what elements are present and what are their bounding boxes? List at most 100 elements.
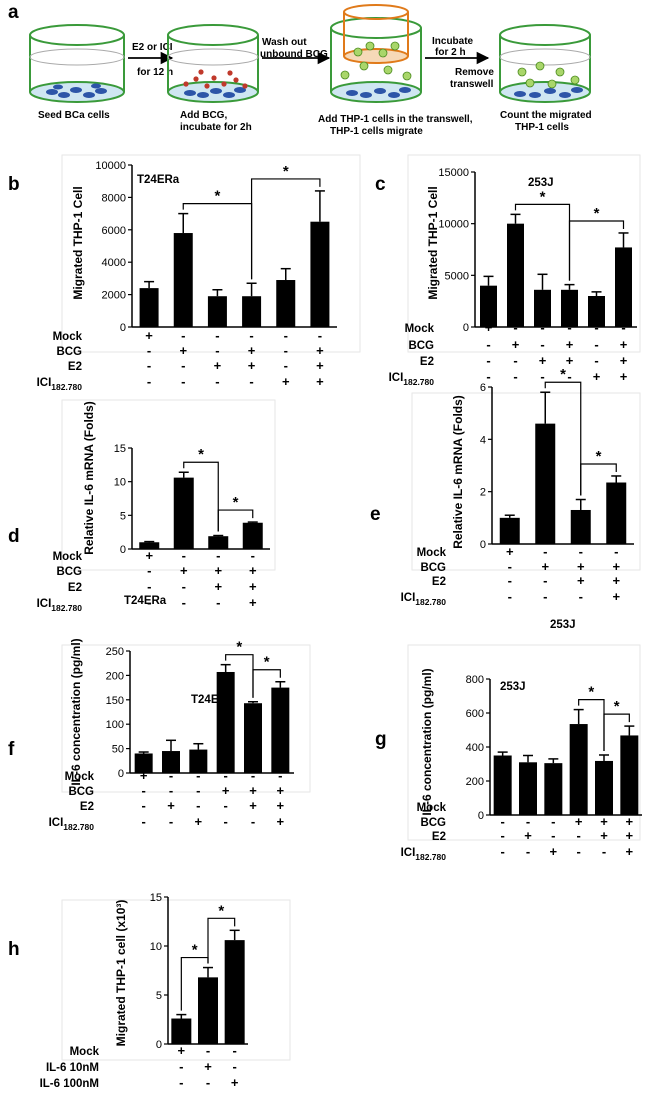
row-label: BCG (420, 562, 446, 574)
sign-mark: - (182, 579, 186, 594)
chart-title: T24ERa (124, 595, 167, 607)
sign-mark: + (612, 573, 620, 588)
sig-star: * (236, 639, 242, 656)
panel-frame (407, 154, 641, 353)
y-axis-label: Migrated THP-1 Cell (426, 186, 440, 299)
y-axis-label: Migrated THP-1 cell (x10³) (114, 900, 128, 1047)
sign-mark: + (626, 814, 634, 829)
sig-bracket (250, 178, 321, 280)
sign-mark: + (140, 768, 148, 783)
chart-title: T24ERa (137, 174, 180, 186)
row-label: ICI182.780 (389, 372, 435, 387)
bar (595, 760, 613, 815)
bar (139, 288, 159, 327)
y-tick-label: 6000 (102, 225, 126, 237)
sign-mark: - (196, 783, 200, 798)
sign-mark: - (526, 799, 530, 814)
sign-mark: - (594, 320, 598, 335)
sign-mark: + (566, 353, 574, 368)
sign-mark: - (551, 814, 555, 829)
sign-mark: + (577, 559, 585, 574)
sign-mark: + (180, 563, 188, 578)
sign-mark: - (251, 768, 255, 783)
sign-mark: + (512, 337, 520, 352)
sign-mark: - (318, 328, 322, 343)
panel-label-g: g (375, 729, 387, 750)
sig-star: * (233, 494, 239, 511)
y-axis-label: Migrated THP-1 Cell (71, 186, 85, 299)
sign-mark: + (249, 798, 257, 813)
row-label: Mock (405, 323, 435, 335)
condition-row: IL-6 100nM - - + (40, 1075, 239, 1090)
y-tick-label: 6 (480, 382, 486, 394)
sign-mark: - (251, 548, 255, 563)
sign-mark: - (223, 768, 227, 783)
sign-mark: - (216, 548, 220, 563)
sign-mark: + (204, 1059, 212, 1074)
sign-mark: - (206, 1043, 210, 1058)
sign-mark: - (627, 799, 631, 814)
panel-frame (61, 154, 361, 353)
sign-mark: - (147, 358, 151, 373)
row-label: Mock (65, 771, 95, 783)
schematic: a Seed BCa cells E2 or ICI for 12 h (8, 2, 592, 137)
sign-mark: - (147, 595, 151, 610)
y-tick-label: 0 (480, 539, 486, 551)
sign-mark: - (567, 369, 571, 384)
panel-label-d: d (8, 526, 20, 547)
y-tick-label: 5000 (445, 270, 469, 282)
row-label: Mock (70, 1046, 100, 1058)
y-tick-label: 2 (480, 487, 486, 499)
condition-row: BCG - + - + - + (56, 343, 324, 358)
sign-mark: + (214, 579, 222, 594)
sign-mark: + (577, 573, 585, 588)
condition-row: Mock + - - (70, 1043, 237, 1058)
panel-frame (61, 399, 276, 571)
sign-mark: + (277, 798, 285, 813)
condition-row: IL-6 10nM - + - (46, 1059, 237, 1074)
sign-mark: - (526, 844, 530, 859)
sig-star: * (596, 448, 602, 465)
sign-mark: + (167, 798, 175, 813)
bar (208, 536, 229, 549)
condition-row: ICI182.780 - - - - + + (389, 369, 628, 387)
condition-row: ICI182.780 - - + - - + (49, 814, 285, 832)
sign-mark: + (145, 548, 153, 563)
sign-mark: + (550, 844, 558, 859)
sign-mark: - (169, 814, 173, 829)
sign-mark: - (567, 320, 571, 335)
sign-mark: + (612, 589, 620, 604)
sign-mark: + (231, 1075, 239, 1090)
bar (276, 280, 296, 327)
y-tick-label: 0 (156, 1039, 162, 1051)
sign-mark: - (500, 814, 504, 829)
sign-mark: + (499, 799, 507, 814)
condition-row: Mock + - - - - - (53, 328, 322, 343)
bar (493, 755, 512, 815)
sign-mark: + (178, 1043, 186, 1058)
sig-bracket (182, 203, 253, 280)
arrow-4-label: Remove (455, 67, 494, 78)
sign-mark: - (169, 768, 173, 783)
sign-mark: + (316, 358, 324, 373)
sign-mark: + (249, 595, 257, 610)
bar (216, 671, 235, 773)
arrow-2b-label: unbound BCG (260, 49, 328, 60)
sign-mark: - (284, 328, 288, 343)
step-2b-label: incubate for 2h (180, 122, 252, 133)
bar (615, 247, 632, 327)
beaker-1-icon (29, 24, 125, 103)
row-label: BCG (56, 566, 82, 578)
sign-mark: + (316, 343, 324, 358)
sign-mark: + (249, 579, 257, 594)
sign-mark: - (232, 1059, 236, 1074)
bar (480, 285, 497, 327)
sign-mark: + (282, 374, 290, 389)
sign-mark: - (500, 828, 504, 843)
sig-bracket (183, 461, 219, 532)
chart-title: 253J (500, 681, 526, 693)
sign-mark: - (508, 559, 512, 574)
bar (569, 724, 588, 815)
sign-mark: - (508, 573, 512, 588)
sign-mark: - (576, 828, 580, 843)
